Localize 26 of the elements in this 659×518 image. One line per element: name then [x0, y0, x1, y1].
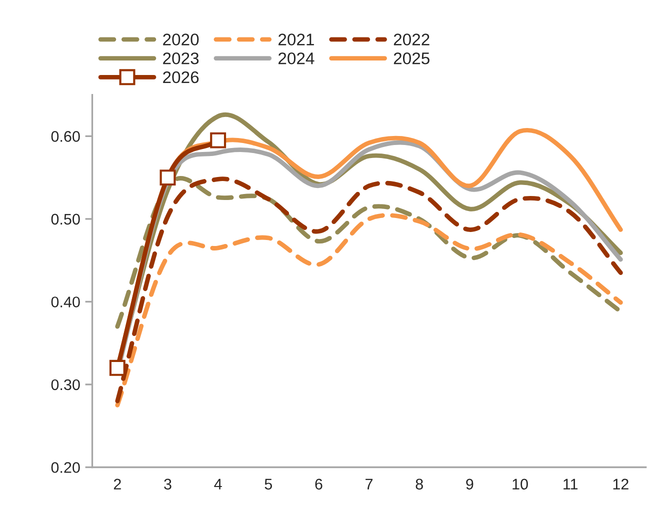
legend-label: 2020 — [163, 34, 199, 46]
y-tick-label: 0.40 — [51, 296, 80, 308]
x-tick-label: 8 — [416, 478, 423, 490]
y-tick-label: 0.60 — [51, 131, 80, 142]
x-tick-label: 6 — [315, 478, 322, 490]
y-tick-label: 0.30 — [51, 379, 80, 390]
x-tick-label: 10 — [512, 478, 528, 490]
x-tick-label: 11 — [564, 478, 578, 490]
legend-label: 2023 — [163, 52, 199, 64]
y-tick-label: 0.50 — [51, 214, 80, 225]
legend-label: 2026 — [163, 71, 199, 84]
point — [109, 360, 126, 376]
legend-label: 2022 — [394, 34, 430, 46]
x-tick-label: 9 — [466, 478, 474, 490]
x-tick-label: 12 — [613, 478, 628, 490]
point — [160, 170, 176, 186]
point — [210, 132, 226, 148]
x-tick-label: 7 — [366, 478, 373, 490]
x-tick-label: 5 — [264, 478, 272, 490]
legend-label: 2024 — [278, 52, 314, 64]
y-tick-label: 0.20 — [51, 462, 80, 473]
legend-label: 2025 — [394, 52, 430, 64]
x-tick-label: 4 — [214, 478, 222, 490]
x-tick-label: 3 — [164, 478, 172, 490]
x-tick-label: 2 — [114, 478, 121, 490]
legend-label: 2021 — [278, 34, 314, 46]
